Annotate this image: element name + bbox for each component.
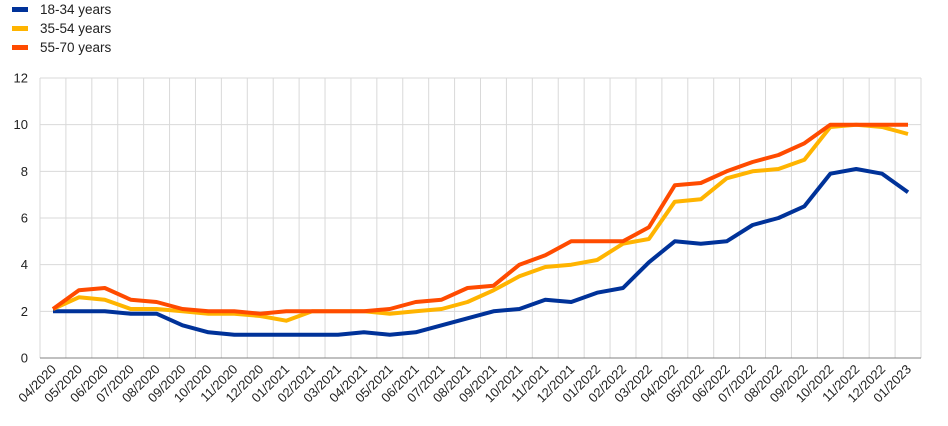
legend-label-55-70: 55-70 years (40, 40, 112, 55)
legend: 18-34 years 35-54 years 55-70 years (12, 0, 111, 57)
y-tick-label: 8 (21, 164, 28, 179)
y-tick-label: 4 (21, 257, 28, 272)
y-tick-label: 0 (21, 351, 28, 366)
y-tick-label: 10 (14, 117, 28, 132)
legend-swatch-35-54 (12, 26, 28, 31)
y-tick-label: 6 (21, 211, 28, 226)
legend-swatch-55-70 (12, 45, 28, 50)
legend-item-35-54: 35-54 years (12, 19, 111, 38)
series-line (51, 122, 908, 316)
series-line (52, 122, 909, 323)
series-line (53, 167, 910, 337)
legend-label-18-34: 18-34 years (40, 2, 112, 17)
legend-item-55-70: 55-70 years (12, 38, 111, 57)
legend-swatch-18-34 (12, 7, 28, 12)
legend-label-35-54: 35-54 years (40, 21, 112, 36)
y-tick-label: 2 (21, 304, 28, 319)
legend-item-18-34: 18-34 years (12, 0, 111, 19)
y-tick-label: 12 (14, 71, 28, 86)
